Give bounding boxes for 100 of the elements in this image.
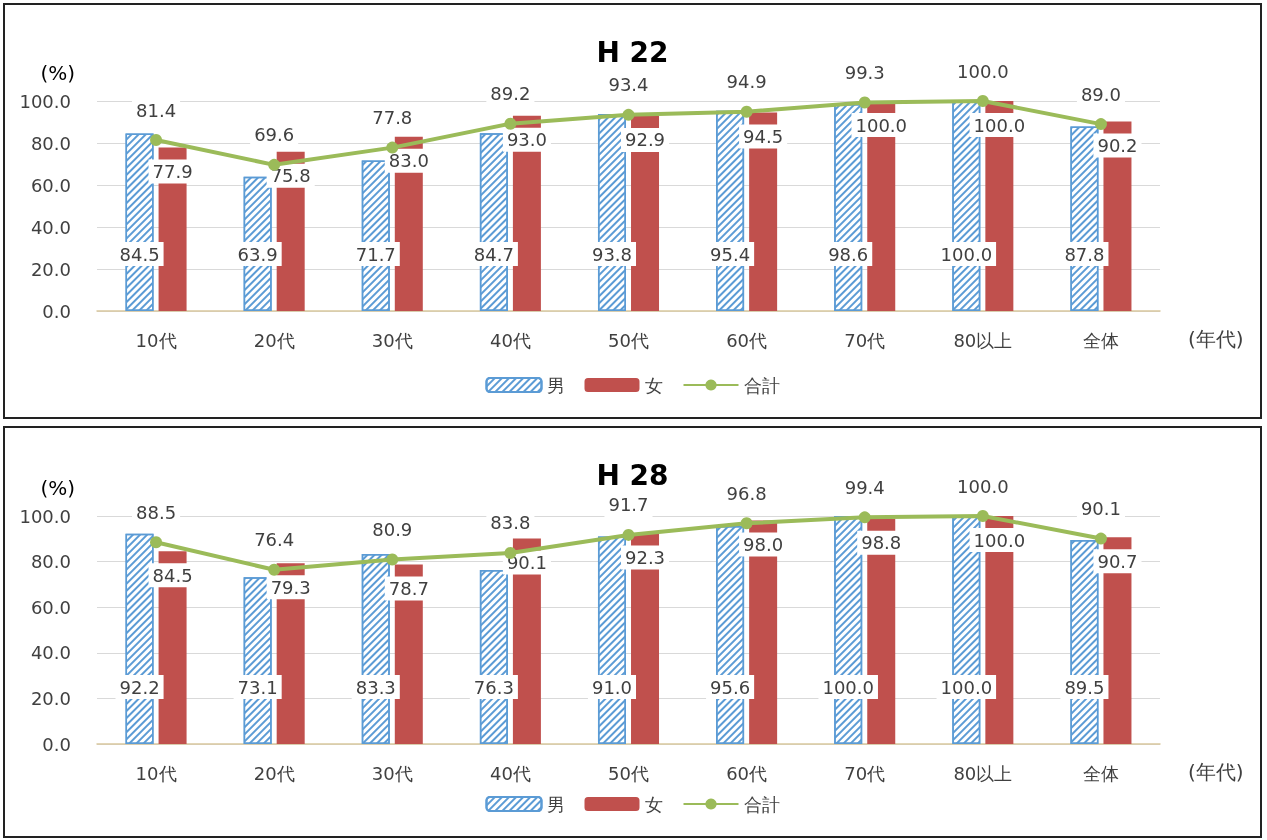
data-label: 99.4 xyxy=(844,476,885,498)
point xyxy=(1094,118,1107,131)
y-tick-label: 40.0 xyxy=(30,216,71,238)
data-label: 100.0 xyxy=(973,114,1026,136)
data-label: 75.8 xyxy=(270,165,311,187)
data-label: 81.4 xyxy=(136,99,177,121)
y-tick-label: 80.0 xyxy=(30,132,71,154)
data-label: 95.6 xyxy=(710,676,751,698)
x-axis-title: (年代) xyxy=(1188,327,1244,351)
data-label: 80.9 xyxy=(372,519,413,541)
data-label: 89.5 xyxy=(1064,676,1105,698)
legend-label: 男 xyxy=(546,374,565,396)
legend-label: 女 xyxy=(644,793,663,815)
legend-label: 合計 xyxy=(743,793,780,815)
data-label: 95.4 xyxy=(710,243,751,265)
y-tick-label: 100.0 xyxy=(19,90,71,112)
point xyxy=(1094,532,1107,545)
point xyxy=(504,117,517,130)
data-label: 100.0 xyxy=(973,529,1026,551)
data-label: 76.3 xyxy=(473,676,514,698)
data-label: 77.9 xyxy=(152,160,193,182)
data-label: 69.6 xyxy=(254,124,295,146)
data-label: 94.9 xyxy=(726,71,767,93)
data-label: 92.3 xyxy=(624,547,666,569)
data-label: 96.8 xyxy=(726,482,767,504)
legend-label: 合計 xyxy=(743,374,780,396)
data-label: 99.3 xyxy=(844,61,885,83)
y-tick-label: 0.0 xyxy=(42,733,71,755)
x-tick-label: 40代 xyxy=(489,762,531,784)
point xyxy=(622,108,635,121)
x-tick-label: 20代 xyxy=(253,762,295,784)
x-tick-label: 80以上 xyxy=(953,762,1013,784)
data-label: 90.2 xyxy=(1097,135,1138,157)
x-tick-label: 20代 xyxy=(253,329,295,351)
data-label: 76.4 xyxy=(254,529,295,551)
x-tick-label: 80以上 xyxy=(953,329,1013,351)
point xyxy=(976,510,989,522)
x-tick-label: 10代 xyxy=(135,329,177,351)
data-label: 73.1 xyxy=(237,676,278,698)
x-tick-label: 60代 xyxy=(726,762,768,784)
point xyxy=(386,553,399,566)
data-label: 93.8 xyxy=(591,243,633,265)
data-label: 84.5 xyxy=(119,243,160,265)
data-label: 98.8 xyxy=(861,532,902,554)
chart-title: H 22 xyxy=(596,35,669,69)
x-tick-label: 10代 xyxy=(135,762,177,784)
legend-label: 男 xyxy=(546,793,565,815)
data-label: 83.8 xyxy=(490,512,531,534)
y-axis-title: (%) xyxy=(40,476,75,500)
data-label: 84.5 xyxy=(152,564,193,586)
point xyxy=(386,141,399,154)
data-label: 98.0 xyxy=(743,534,784,556)
point xyxy=(622,528,635,541)
x-tick-label: 50代 xyxy=(608,762,649,784)
data-label: 83.0 xyxy=(388,150,429,172)
point xyxy=(740,517,753,530)
data-label: 90.7 xyxy=(1097,550,1138,572)
data-label: 100.0 xyxy=(957,60,1009,82)
point xyxy=(858,511,871,524)
y-tick-label: 60.0 xyxy=(30,174,71,196)
data-label: 91.7 xyxy=(608,494,649,516)
data-label: 79.3 xyxy=(270,576,311,598)
data-label: 87.8 xyxy=(1064,243,1105,265)
point xyxy=(976,95,989,107)
data-label: 89.0 xyxy=(1080,83,1121,105)
data-label: 93.4 xyxy=(608,74,649,96)
data-label: 100.0 xyxy=(855,114,908,136)
x-tick-label: 50代 xyxy=(608,329,649,351)
data-label: 100.0 xyxy=(957,475,1009,497)
x-axis-title: (年代) xyxy=(1188,760,1244,784)
data-label: 91.0 xyxy=(591,676,633,698)
point xyxy=(740,105,753,118)
y-axis-title: (%) xyxy=(40,61,75,85)
point xyxy=(858,96,871,109)
x-tick-label: 70代 xyxy=(844,329,886,351)
data-label: 100.0 xyxy=(940,676,993,698)
data-label: 83.3 xyxy=(355,676,396,698)
data-label: 92.2 xyxy=(119,676,160,698)
y-tick-label: 20.0 xyxy=(30,687,71,709)
x-tick-label: 40代 xyxy=(489,329,531,351)
data-label: 84.7 xyxy=(473,243,514,265)
y-tick-label: 20.0 xyxy=(30,258,71,280)
data-label: 92.9 xyxy=(624,129,666,151)
x-tick-label: 全体 xyxy=(1082,329,1119,351)
data-label: 77.8 xyxy=(372,107,413,129)
data-label: 78.7 xyxy=(388,578,429,600)
data-label: 100.0 xyxy=(940,243,993,265)
x-tick-label: 60代 xyxy=(726,329,768,351)
x-tick-label: 全体 xyxy=(1082,762,1119,784)
data-label: 100.0 xyxy=(822,676,874,698)
data-label: 88.5 xyxy=(136,501,177,523)
y-tick-label: 100.0 xyxy=(19,505,71,527)
legend-label: 女 xyxy=(644,374,663,396)
data-label: 90.1 xyxy=(1080,498,1121,520)
y-tick-label: 0.0 xyxy=(42,300,71,322)
x-tick-label: 70代 xyxy=(844,762,886,784)
data-label: 93.0 xyxy=(506,129,547,151)
y-tick-label: 80.0 xyxy=(30,551,71,573)
point xyxy=(268,563,281,576)
x-tick-label: 30代 xyxy=(371,329,413,351)
